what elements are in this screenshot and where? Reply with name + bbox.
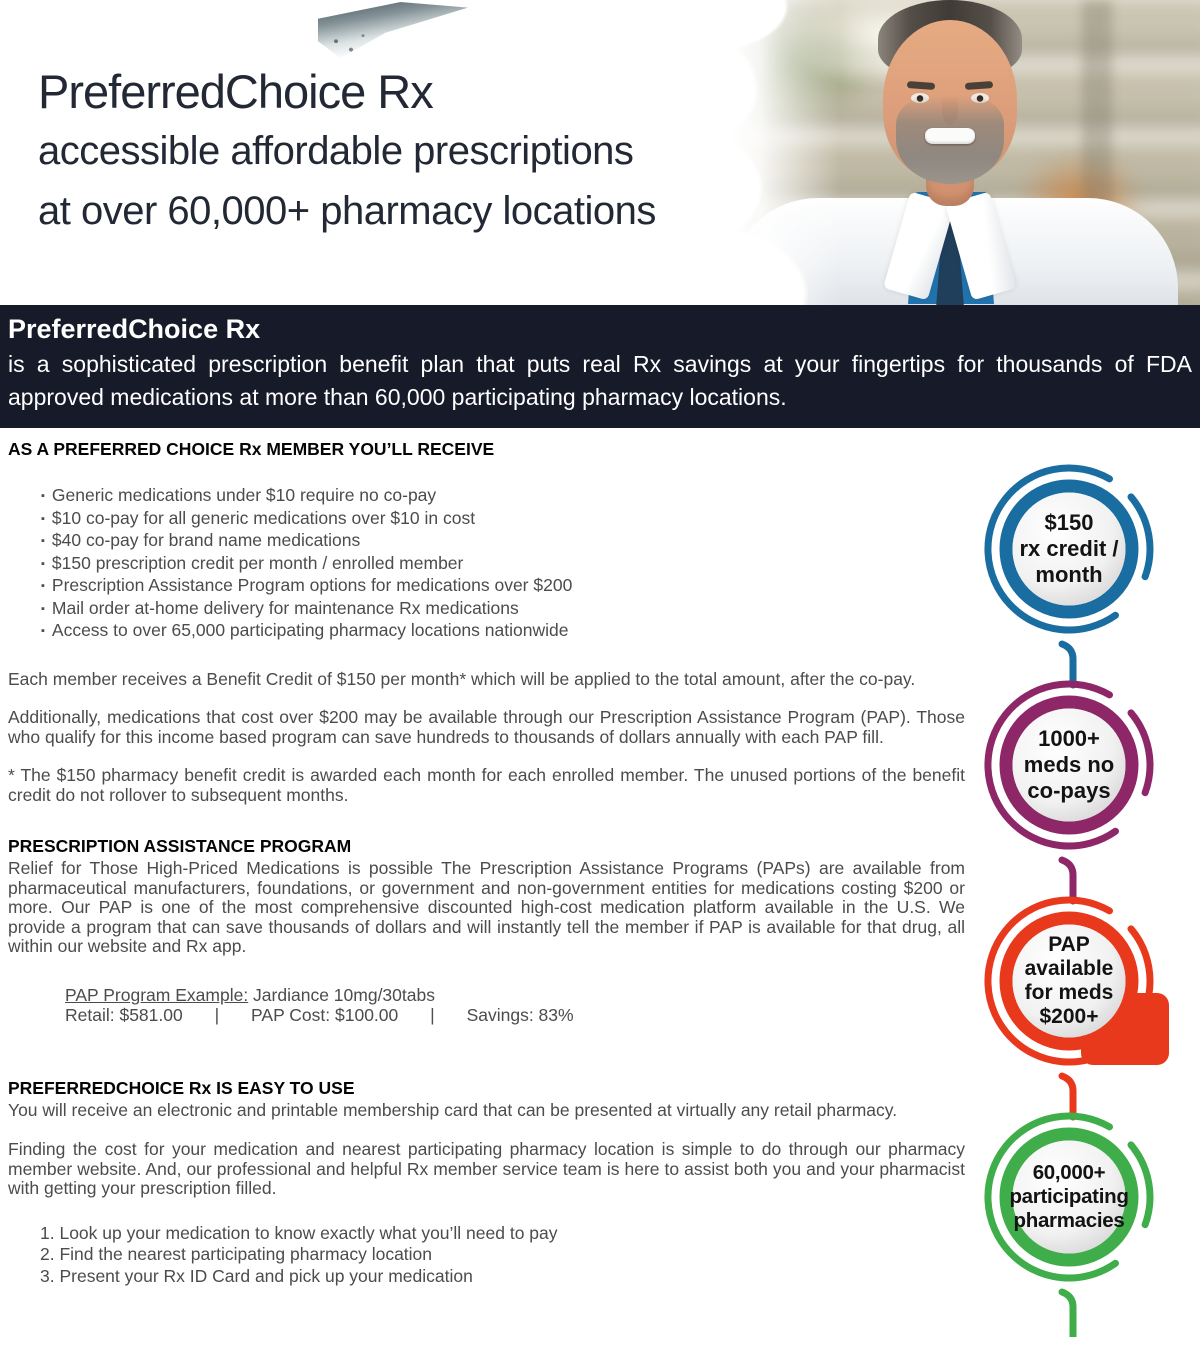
page-header: PreferredChoice Rx accessible affordable… [0, 0, 1200, 305]
badge-line: for meds [1024, 981, 1114, 1004]
badge-label: 60,000+ participating pharmacies [991, 1141, 1147, 1253]
pap-example-savings: Savings: 83% [466, 1005, 574, 1025]
badge-no-copay-meds: 1000+ meds no co-pays [969, 665, 1169, 905]
divider: | [214, 1005, 220, 1025]
badge-rx-credit: $150 rx credit / month [969, 449, 1169, 689]
membership-card-paragraph: You will receive an electronic and print… [8, 1099, 898, 1120]
badge-participating-pharmacies: 60,000+ participating pharmacies [969, 1097, 1169, 1337]
easy-to-use-heading: PREFERREDCHOICE Rx IS EASY TO USE [8, 1077, 355, 1098]
badge-column: $150 rx credit / month 1000+ meds no co-… [969, 428, 1200, 1337]
badge-line: rx credit / [1019, 536, 1119, 561]
pap-example-title: PAP Program Example: Jardiance 10mg/30ta… [65, 985, 965, 1006]
member-benefits-heading: AS A PREFERRED CHOICE Rx MEMBER YOU’LL R… [8, 439, 495, 459]
usage-step: 1. Look up your medication to know exact… [40, 1222, 558, 1243]
badge-line: 60,000+ [1032, 1161, 1106, 1184]
pap-body: Relief for Those High-Priced Medications… [8, 858, 965, 956]
pap-example: PAP Program Example: Jardiance 10mg/30ta… [65, 985, 965, 1026]
badge-line: participating [1009, 1185, 1129, 1208]
pap-example-drug: Jardiance 10mg/30tabs [248, 984, 435, 1005]
usage-step: 3. Present your Rx ID Card and pick up y… [40, 1265, 473, 1286]
credit-disclaimer-paragraph: * The $150 pharmacy benefit credit is aw… [8, 765, 965, 805]
pap-example-retail: Retail: $581.00 [65, 1005, 183, 1025]
usage-steps-list: 1. Look up your medication to know exact… [8, 1223, 965, 1288]
badge-line: 1000+ [1038, 726, 1100, 751]
usage-step: 2. Find the nearest participating pharma… [40, 1244, 433, 1264]
pharmacist-photo [700, 0, 1200, 305]
badge-line: co-pays [1027, 778, 1111, 803]
page-subtitle-line1: accessible affordable prescriptions [38, 129, 634, 173]
white-brush-edge [700, 0, 910, 305]
hero-title-block: PreferredChoice Rx accessible affordable… [38, 66, 656, 238]
page-title: PreferredChoice Rx [38, 65, 434, 118]
badge-ring-graphic [984, 896, 1169, 1121]
divider: | [430, 1005, 435, 1025]
badge-line: available [1024, 957, 1114, 980]
brush-speckle-artifact [318, 2, 468, 58]
badge-line: PAP [1048, 933, 1090, 956]
badge-line: $150 [1044, 510, 1094, 535]
page-subtitle-line2: at over 60,000+ pharmacy locations [38, 189, 656, 233]
badge-label: 1000+ meds no co-pays [991, 709, 1147, 821]
intro-banner: PreferredChoice Rx is a sophisticated pr… [0, 305, 1200, 428]
banner-title: PreferredChoice Rx [8, 314, 261, 344]
badge-ring-graphic [984, 464, 1154, 689]
text-column: AS A PREFERRED CHOICE Rx MEMBER YOU’LL R… [0, 428, 969, 1287]
benefit-item: $40 co-pay for brand name medications [41, 530, 965, 553]
banner-body: is a sophisticated prescription benefit … [8, 351, 1192, 410]
benefit-item: Mail order at-home delivery for maintena… [41, 598, 965, 621]
pap-example-cost: PAP Cost: $100.00 [251, 1005, 399, 1025]
badge-ring-graphic [984, 680, 1154, 905]
badge-label: PAP available for meds $200+ [991, 925, 1147, 1037]
benefit-credit-paragraph: Each member receives a Benefit Credit of… [8, 668, 916, 689]
finding-cost-paragraph: Finding the cost for your medication and… [8, 1139, 965, 1198]
badge-line: month [1035, 562, 1103, 587]
badge-pap-available: PAP available for meds $200+ [969, 881, 1169, 1121]
benefit-item: $150 prescription credit per month / enr… [41, 553, 965, 576]
member-benefits-list: Generic medications under $10 require no… [8, 485, 965, 643]
benefit-item: Prescription Assistance Program options … [41, 575, 965, 598]
benefit-item: Generic medications under $10 require no… [41, 485, 965, 508]
benefit-item: Access to over 65,000 participating phar… [41, 620, 965, 643]
badge-ring-graphic [984, 1112, 1154, 1337]
pap-availability-paragraph: Additionally, medications that cost over… [8, 707, 965, 747]
pap-example-row: Retail: $581.00 | PAP Cost: $100.00 | Sa… [65, 1005, 965, 1026]
main-content: AS A PREFERRED CHOICE Rx MEMBER YOU’LL R… [0, 428, 1200, 1337]
pap-example-label: PAP Program Example: [65, 984, 249, 1005]
badge-line: pharmacies [1013, 1209, 1125, 1232]
pap-heading: PRESCRIPTION ASSISTANCE PROGRAM [8, 836, 352, 856]
badge-line: $200+ [1039, 1005, 1099, 1028]
benefit-item: $10 co-pay for all generic medications o… [41, 508, 965, 531]
badge-line: meds no [1023, 752, 1115, 777]
smile [925, 128, 975, 144]
badge-label: $150 rx credit / month [991, 493, 1147, 605]
